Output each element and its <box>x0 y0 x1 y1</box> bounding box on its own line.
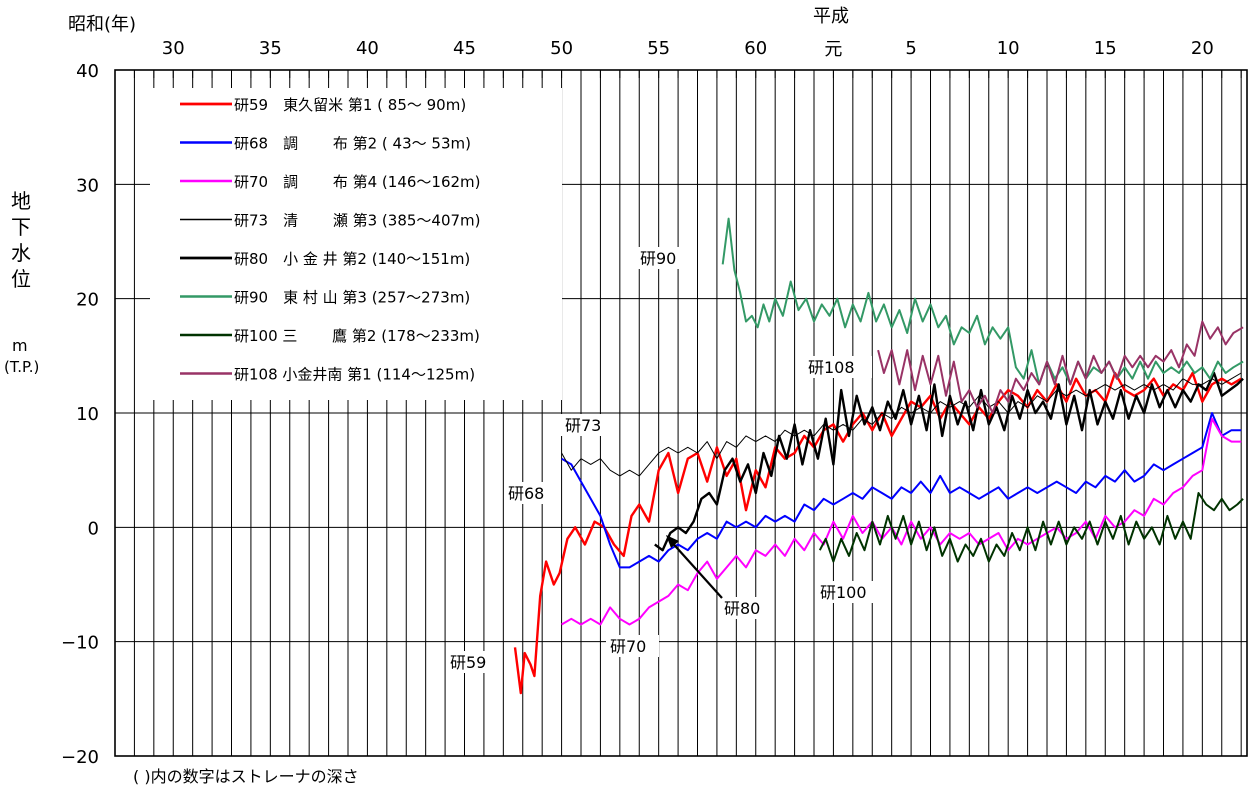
x-tick-label: 55 <box>647 38 670 59</box>
legend: 研59 東久留米 第1 ( 85〜 90m) 研68 調 布 第2 ( 43〜 5… <box>150 88 562 400</box>
x-tick-label: 60 <box>744 38 767 59</box>
series-label-研100: 研100 <box>820 583 867 602</box>
y-unit-line1: m <box>12 336 28 355</box>
x-tick-label: 40 <box>356 38 379 59</box>
series-label-bg <box>561 414 614 436</box>
x-tick-label: 10 <box>997 38 1020 59</box>
series-line-研108 <box>877 320 1244 414</box>
series-line-研73 <box>561 372 1242 477</box>
legend-entry: 研80 小 金 井 第2 (140〜151m) <box>234 250 470 268</box>
x-era-showa-label: 昭和(年) <box>68 14 136 35</box>
legend-entry: 研100 三 鷹 第2 (178〜233m) <box>234 327 480 345</box>
legend-box <box>150 88 562 400</box>
arrow-line <box>667 537 723 599</box>
series-group <box>513 217 1244 695</box>
y-tick-label: 20 <box>76 290 99 311</box>
y-axis-title-char: 地 <box>11 189 31 213</box>
series-line-研90 <box>721 217 1244 386</box>
series-label-研108: 研108 <box>808 358 855 377</box>
legend-entry: 研68 調 布 第2 ( 43〜 53m) <box>234 135 471 153</box>
series-label-研90: 研90 <box>640 249 676 268</box>
legend-entry: 研70 調 布 第4 (146〜162m) <box>234 173 481 191</box>
series-label-bg <box>816 581 884 603</box>
tick-labels: 40 30 20 10 0 −10 −20 30 35 40 45 50 55 60 元 5 10 15 20 地下水… <box>11 38 1214 768</box>
legend-entry: 研90 東 村 山 第3 (257〜273m) <box>234 289 470 307</box>
axis-text: 昭和(年) 平成 m (T.P.) ( )内の数字はストレーナの深さ <box>4 6 849 786</box>
y-tick-label: 30 <box>76 175 99 196</box>
x-tick-label: 元 <box>824 39 842 60</box>
series-line-研100 <box>818 492 1244 563</box>
x-era-heisei-label: 平成 <box>813 6 849 27</box>
series-label-研80: 研80 <box>724 599 760 618</box>
series-label-bg <box>804 356 872 378</box>
x-tick-label: 5 <box>905 38 916 59</box>
plot-border <box>114 69 1248 757</box>
y-tick-label: 0 <box>88 518 99 539</box>
series-label-bg <box>446 651 499 673</box>
series-label-bg <box>636 247 689 269</box>
series-label-研70: 研70 <box>610 637 646 656</box>
x-tick-label: 50 <box>550 38 573 59</box>
arrow-head <box>666 535 679 548</box>
legend-entry: 研59 東久留米 第1 ( 85〜 90m) <box>234 96 466 114</box>
series-label-bg <box>606 635 659 657</box>
y-tick-label: −10 <box>61 633 99 654</box>
series-line-研70 <box>561 417 1242 626</box>
series-label-研73: 研73 <box>565 416 601 435</box>
series-label-研68: 研68 <box>508 484 544 503</box>
series-label-bg <box>720 597 773 619</box>
x-tick-label: 15 <box>1094 38 1117 59</box>
y-axis-title-char: 下 <box>11 215 31 239</box>
y-tick-label: 10 <box>76 404 99 425</box>
y-axis-title-char: 位 <box>11 267 31 291</box>
series-label-bg <box>504 482 557 504</box>
series-labels: 研59 研68 研70 研73 研80 研90 研100 研108 <box>446 247 884 673</box>
legend-entry: 研108 小金井南 第1 (114〜125m) <box>234 366 475 384</box>
y-unit-line2: (T.P.) <box>4 358 39 376</box>
x-tick-label: 45 <box>453 38 476 59</box>
x-tick-label: 35 <box>259 38 282 59</box>
x-tick-label: 20 <box>1191 38 1214 59</box>
y-tick-label: 40 <box>76 61 99 82</box>
series-label-研59: 研59 <box>450 653 486 672</box>
y-tick-label: −20 <box>61 747 99 768</box>
x-tick-label: 30 <box>162 38 185 59</box>
footnote: ( )内の数字はストレーナの深さ <box>133 767 359 786</box>
y-axis-title-char: 水 <box>11 241 31 265</box>
series-line-研80 <box>654 371 1244 552</box>
plot-frame <box>114 69 1248 757</box>
legend-entry: 研73 清 瀬 第3 (385〜407m) <box>234 212 481 230</box>
